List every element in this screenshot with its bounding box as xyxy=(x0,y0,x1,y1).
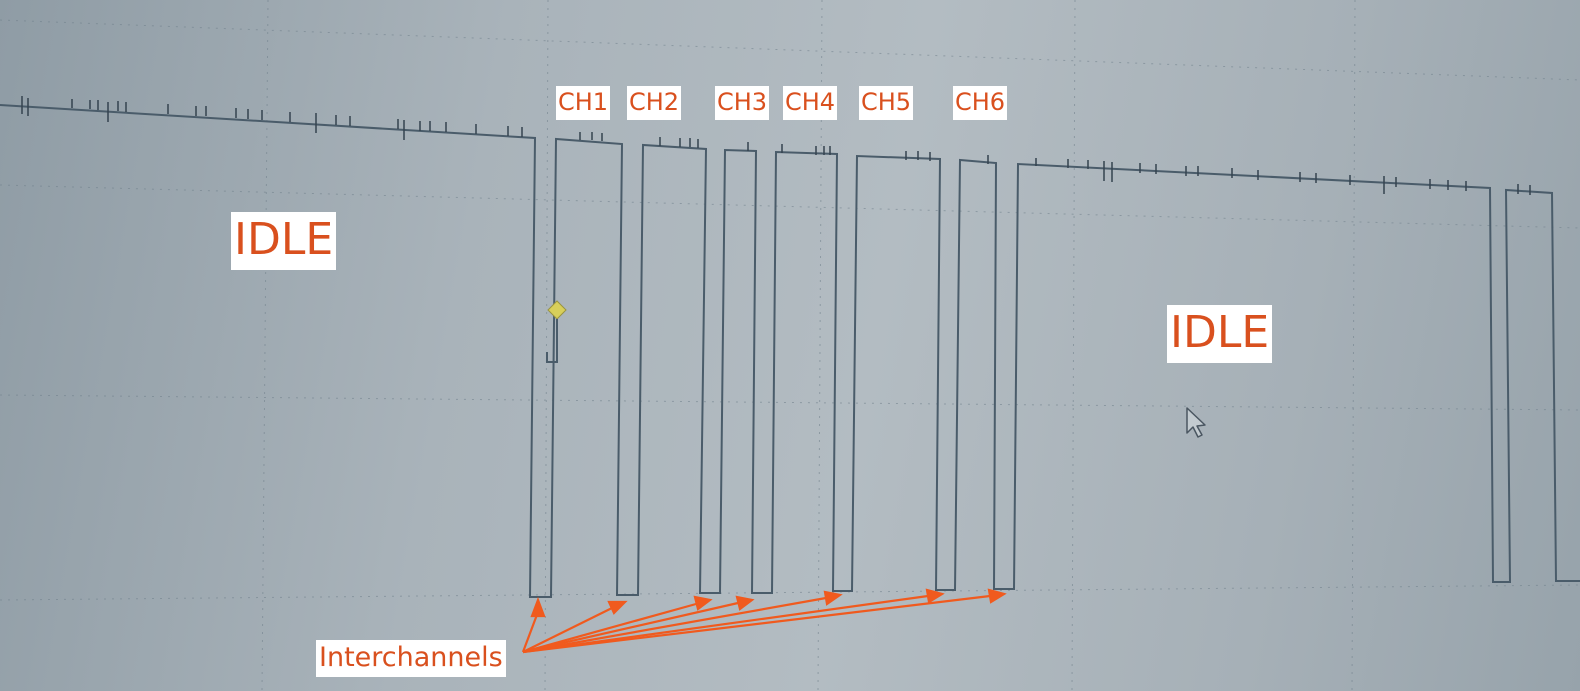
idle-right-label: IDLE xyxy=(1167,305,1273,363)
ch2-label: CH2 xyxy=(627,86,682,120)
interchannel-arrows xyxy=(521,588,1007,654)
mouse-pointer-icon xyxy=(1186,407,1206,438)
trigger-marker-icon[interactable] xyxy=(546,300,567,363)
ch1-label: CH1 xyxy=(556,86,611,120)
idle-left-label: IDLE xyxy=(231,212,337,270)
ch3-label: CH3 xyxy=(715,86,770,120)
noise-ticks xyxy=(21,96,1531,195)
ch6-label: CH6 xyxy=(953,86,1008,120)
ch5-label: CH5 xyxy=(859,86,914,120)
ch4-label: CH4 xyxy=(783,86,838,120)
signal-trace xyxy=(0,104,1580,598)
interchannels-label: Interchannels xyxy=(316,640,506,677)
